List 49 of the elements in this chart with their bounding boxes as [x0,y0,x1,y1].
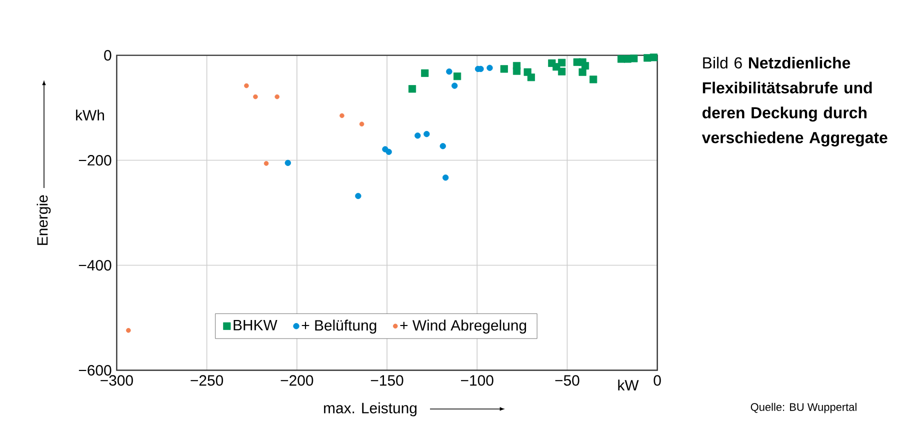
x-tick-label: −300 [100,375,133,386]
point [408,85,416,93]
point [340,113,344,118]
y-tick-label: −400 [78,260,112,271]
point [650,54,658,62]
point [453,72,462,80]
x-tick-label: −100 [461,375,494,386]
x-axis-title: max. Leistung [324,402,416,416]
x-tick-label: −50 [555,375,580,386]
point [512,67,521,75]
y-tick-label: −600 [78,364,112,376]
point [424,130,430,138]
point [442,174,449,181]
y-tick-label: −200 [78,154,112,166]
point [253,94,258,100]
legend-label: + Wind Abregelung [400,320,526,334]
point [446,68,452,75]
text: Bild 6 Netzdienliche Flexibilitätsabrufe und deren Deckung durch verschiedene Aggregate [702,56,888,146]
point [421,69,429,77]
point [126,328,131,333]
point [527,74,535,82]
point [590,76,598,84]
legend-label: BHKW [234,320,278,330]
point [558,68,566,76]
point [486,64,493,71]
point [386,148,392,155]
point [355,192,362,200]
x-tick-label: 0 [654,375,661,386]
point [451,82,458,89]
point [500,65,508,73]
y-axis-title: Energie [36,195,51,245]
point [359,122,364,126]
x-tick-label: −200 [280,375,314,386]
point [244,83,249,88]
x-tick-label: −250 [190,375,224,386]
point [630,54,638,62]
point [274,94,280,100]
legend-label: + Belüftung [302,320,376,334]
point [284,160,291,166]
point [414,132,421,139]
x-tick-label: −150 [370,375,404,386]
y-tick-label: 0 [104,50,112,61]
point [558,58,566,66]
text: kW [618,380,639,390]
point [440,143,446,150]
source-note: Quelle: BU Wuppertal [750,402,856,414]
text: kWh [76,110,104,120]
point [264,161,269,166]
point [578,68,586,76]
